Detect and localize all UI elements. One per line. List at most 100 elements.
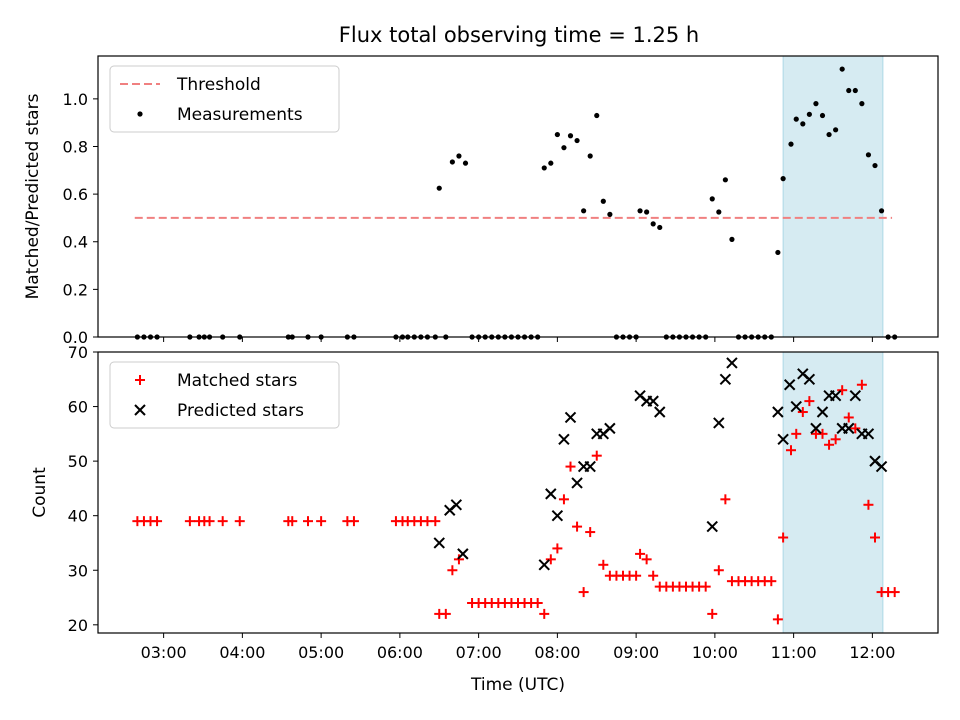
matched-point (804, 396, 815, 407)
matched-point (766, 576, 777, 587)
axes-frame (97, 351, 939, 634)
predicted-marker-b (862, 428, 875, 440)
predicted-marker-b (551, 509, 564, 522)
matched-point (797, 407, 808, 418)
legend-label: Threshold (176, 75, 261, 95)
measurement-point (729, 236, 735, 242)
y-tick-label: 0.8 (63, 137, 88, 156)
x-tick-label: 06:00 (377, 643, 423, 662)
legend-measurement-swatch (137, 111, 143, 117)
measurement-point (607, 211, 613, 217)
matched-point (184, 516, 195, 527)
predicted-marker-b (706, 520, 718, 533)
predicted-marker-b (545, 488, 557, 500)
predicted-point (647, 395, 659, 407)
x-tick-label: 03:00 (141, 643, 187, 662)
measurement-point (581, 208, 587, 214)
predicted-point (584, 460, 596, 473)
measurement-point (716, 209, 722, 215)
y-tick-label: 0.6 (63, 185, 88, 204)
predicted-marker-b (719, 373, 732, 385)
legend-box (109, 361, 340, 429)
measurement-point (852, 87, 858, 94)
predicted-point (829, 389, 842, 402)
matched-point (843, 412, 854, 423)
x-tick-label: 04:00 (219, 643, 265, 662)
matched-point (791, 428, 802, 439)
measurement-point (449, 159, 455, 165)
predicted-point (726, 357, 738, 369)
predicted-point (538, 559, 550, 571)
matched-point (889, 587, 900, 598)
predicted-marker-b (604, 422, 616, 435)
legend: Matched stars Predicted stars (109, 361, 340, 429)
matched-point (440, 608, 451, 619)
legend: Threshold Measurements (109, 65, 340, 133)
measurement-point (637, 208, 643, 214)
figure-title: Flux total observing time = 1.25 h (339, 23, 699, 47)
predicted-marker-b (654, 406, 666, 418)
measurement-point (780, 176, 786, 182)
matched-point (430, 516, 441, 527)
matched-point (234, 516, 245, 527)
matched-point (453, 554, 464, 565)
predicted-point (862, 428, 875, 440)
legend-box (109, 65, 340, 133)
predicted-point (713, 417, 725, 429)
y-axis-label: Count (30, 467, 50, 518)
y-tick-label: 0.0 (63, 328, 88, 347)
measurement-point (722, 177, 728, 183)
predicted-point (772, 406, 784, 418)
y-tick-label: 0.4 (63, 233, 88, 252)
predicted-marker-b (726, 357, 738, 369)
matched-point (539, 608, 550, 619)
axes-frame (97, 55, 939, 338)
measurement-point (561, 145, 567, 151)
measurement-point (859, 101, 865, 107)
predicted-point (843, 422, 855, 435)
measurement-point (554, 131, 560, 138)
x-tick-label: 12:00 (849, 643, 895, 662)
predicted-point (457, 548, 469, 560)
matched-point (837, 385, 848, 396)
predicted-marker-b (777, 433, 789, 446)
predicted-marker-b (558, 433, 570, 446)
measurement-point (650, 221, 656, 227)
predicted-point (433, 537, 445, 549)
measurement-point (839, 66, 845, 72)
predicted-marker-b (849, 389, 862, 402)
predicted-point (803, 373, 816, 385)
predicted-marker-b (584, 460, 596, 473)
matched-point (713, 565, 724, 576)
matched-point (817, 428, 828, 439)
matched-point (585, 527, 596, 538)
y-tick-label: 1.0 (63, 90, 88, 109)
predicted-point (790, 400, 802, 413)
measurement-point (800, 121, 806, 127)
predicted-point (551, 509, 564, 522)
predicted-marker-b (790, 400, 802, 413)
y-tick-label: 70 (68, 343, 88, 362)
x-tick-label: 05:00 (298, 643, 344, 662)
measurement-point (826, 131, 832, 138)
predicted-marker-b (634, 389, 646, 402)
x-tick-label: 08:00 (534, 643, 580, 662)
matched-point (786, 445, 796, 456)
legend-label: Measurements (177, 105, 303, 125)
predicted-marker-b (875, 460, 888, 473)
matched-point (856, 379, 867, 390)
matched-point (648, 570, 659, 581)
predicted-point (777, 433, 789, 446)
measurement-point (788, 141, 794, 147)
matched-point (720, 494, 731, 505)
matched-point (635, 548, 646, 559)
matched-point (552, 543, 563, 554)
measurement-point (813, 101, 819, 107)
predicted-marker-b (772, 406, 784, 418)
matched-point (870, 532, 880, 543)
measurement-point (548, 160, 554, 166)
highlight-span (782, 55, 884, 338)
measurement-point (657, 224, 663, 231)
predicted-marker-b (457, 548, 469, 560)
y-tick-label: 40 (68, 507, 88, 526)
